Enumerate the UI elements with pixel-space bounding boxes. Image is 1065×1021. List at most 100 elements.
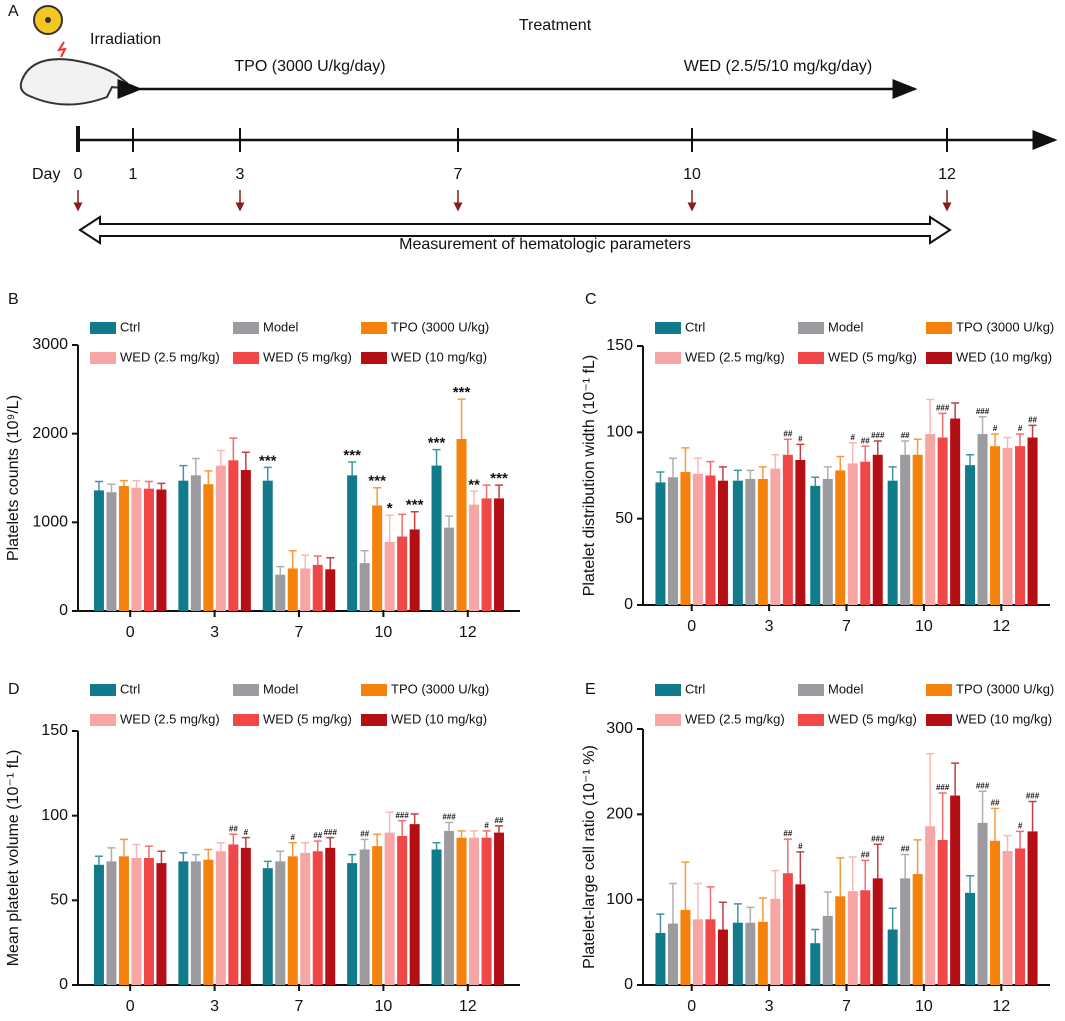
bar xyxy=(347,863,358,985)
bar xyxy=(287,856,298,985)
bar xyxy=(275,861,286,985)
legend-label: WED (5 mg/kg) xyxy=(263,711,352,726)
tpo-label: TPO (3000 U/kg/day) xyxy=(234,58,385,75)
x-tick-label: 12 xyxy=(459,624,477,641)
y-axis-label: Platelet-large cell ratio (10⁻¹ %) xyxy=(581,745,598,969)
bar xyxy=(106,861,117,985)
error-bar xyxy=(495,484,504,499)
error-bar xyxy=(991,807,1000,841)
significance: ### xyxy=(871,431,885,440)
bar xyxy=(228,460,239,611)
lightning-icon xyxy=(56,41,67,58)
wed-label: WED (2.5/5/10 mg/kg/day) xyxy=(684,58,873,75)
error-bar xyxy=(263,466,272,481)
significance: *** xyxy=(428,435,446,452)
panel-label: C xyxy=(585,291,597,308)
legend-swatch xyxy=(798,352,824,364)
legend-swatch xyxy=(233,684,259,696)
legend-swatch xyxy=(655,322,681,334)
x-tick-label: 3 xyxy=(765,998,774,1015)
error-bar xyxy=(288,842,297,857)
error-bar xyxy=(718,466,727,481)
error-bar xyxy=(445,821,454,831)
bar xyxy=(347,475,358,611)
bar xyxy=(717,480,728,605)
bar xyxy=(409,529,420,611)
error-bar xyxy=(132,843,141,858)
legend-label: Model xyxy=(828,319,864,334)
error-bar xyxy=(348,853,357,864)
error-bar xyxy=(482,830,491,838)
significance: # xyxy=(851,433,856,442)
bar xyxy=(494,498,505,611)
bar xyxy=(178,861,189,985)
day-label: Day xyxy=(32,166,60,183)
bar xyxy=(795,459,806,605)
bar xyxy=(312,564,323,611)
legend-label: Model xyxy=(263,319,299,334)
y-tick-label: 0 xyxy=(624,596,633,613)
bar xyxy=(262,868,273,985)
legend-label: WED (2.5 mg/kg) xyxy=(685,349,785,364)
y-tick-label: 2000 xyxy=(32,425,68,442)
legend-label: Ctrl xyxy=(685,681,705,696)
error-bar xyxy=(746,906,755,923)
error-bar xyxy=(360,838,369,850)
error-bar xyxy=(470,830,479,838)
bar xyxy=(131,858,142,985)
bar xyxy=(397,835,408,985)
day-number: 3 xyxy=(236,166,245,183)
legend-label: WED (5 mg/kg) xyxy=(828,711,917,726)
measurement-label: Measurement of hematologic parameters xyxy=(399,236,691,253)
x-tick-label: 10 xyxy=(915,618,933,635)
bar xyxy=(262,480,273,611)
bar xyxy=(680,909,691,985)
error-bar xyxy=(823,466,832,479)
bar xyxy=(275,574,286,611)
error-bar xyxy=(326,836,335,848)
bar xyxy=(860,461,871,605)
error-bar xyxy=(398,819,407,836)
bar xyxy=(692,919,703,985)
error-bar xyxy=(276,565,285,575)
bar xyxy=(912,874,923,985)
x-tick-label: 12 xyxy=(992,618,1010,635)
bar xyxy=(965,892,976,985)
error-bar xyxy=(107,847,116,862)
bar xyxy=(667,477,678,605)
legend-label: WED (10 mg/kg) xyxy=(391,349,487,364)
bar xyxy=(215,851,226,985)
legend-label: TPO (3000 U/kg) xyxy=(391,681,489,696)
significance: # xyxy=(1018,822,1023,831)
error-bar xyxy=(385,514,394,542)
panel-label: D xyxy=(8,681,20,698)
bar xyxy=(1015,848,1026,985)
significance: ## xyxy=(783,829,792,838)
bar xyxy=(887,480,898,605)
error-bar xyxy=(823,891,832,916)
day-number: 0 xyxy=(74,166,83,183)
bar xyxy=(118,856,129,985)
bar xyxy=(384,541,395,611)
error-bar xyxy=(681,861,690,910)
legend-swatch xyxy=(926,352,952,364)
significance: ## xyxy=(861,851,870,860)
error-bar xyxy=(94,480,103,491)
error-bar xyxy=(718,901,727,930)
legend-label: WED (5 mg/kg) xyxy=(263,349,352,364)
bar xyxy=(118,485,129,611)
significance: ## xyxy=(495,816,504,825)
error-bar xyxy=(848,441,857,464)
bar xyxy=(156,489,167,611)
x-tick-label: 10 xyxy=(375,624,393,641)
bar xyxy=(431,849,442,985)
error-bar xyxy=(668,882,677,924)
error-bar xyxy=(656,913,665,933)
error-bar xyxy=(398,513,407,537)
error-bar xyxy=(771,869,780,899)
error-bar xyxy=(457,830,466,838)
legend-label: WED (10 mg/kg) xyxy=(956,711,1052,726)
y-axis-label: Platelets counts (10⁹/L) xyxy=(5,395,22,561)
error-bar xyxy=(1028,424,1037,438)
